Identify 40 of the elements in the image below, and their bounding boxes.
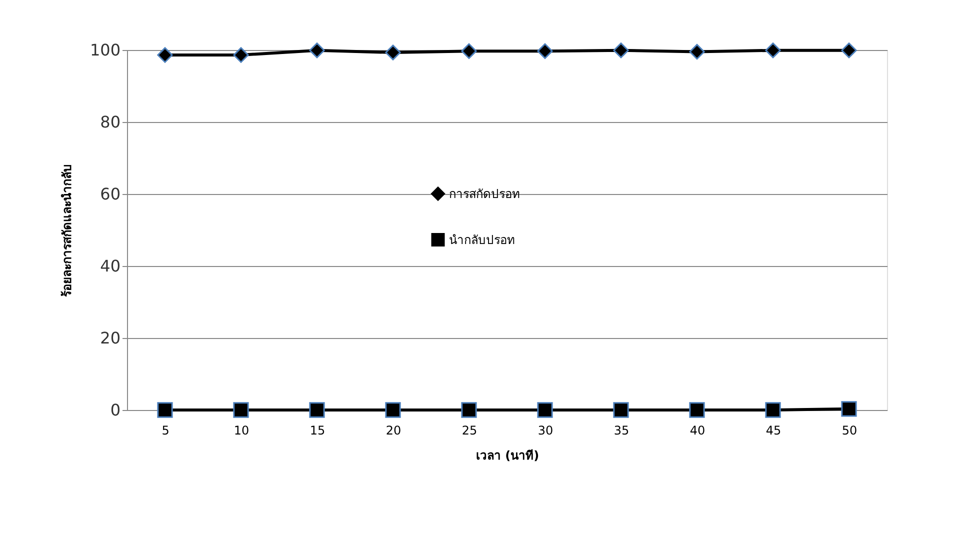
x-tick-label: 40 [690, 424, 706, 438]
x-tick-label: 15 [310, 424, 326, 438]
y-tick-label: 60 [100, 184, 120, 204]
point [233, 47, 249, 63]
point [689, 44, 705, 60]
x-tick-label: 5 [162, 424, 170, 438]
x-tick-label: 30 [538, 424, 554, 438]
point [841, 401, 857, 417]
point [157, 402, 173, 418]
x-tick-label: 50 [842, 424, 858, 438]
point [385, 44, 401, 60]
point [309, 402, 325, 418]
y-tick-label: 0 [110, 400, 120, 420]
y-tick-label: 20 [100, 328, 120, 348]
legend-label: นำกลับปรอท [449, 232, 515, 247]
point [613, 42, 629, 58]
point [689, 402, 705, 418]
y-tick-label: 80 [100, 112, 120, 132]
x-tick-label: 35 [614, 424, 630, 438]
point [537, 43, 553, 59]
point [233, 402, 249, 418]
x-axis-title: เวลา (นาที) [476, 448, 540, 462]
point [765, 42, 781, 58]
point [461, 402, 477, 418]
point [537, 402, 553, 418]
point [841, 42, 857, 58]
x-tick-label: 45 [766, 424, 782, 438]
y-tick-label: 100 [90, 40, 120, 60]
legend-label: การสกัดปรอท [449, 186, 520, 201]
point [765, 402, 781, 418]
point [613, 402, 629, 418]
x-tick-label: 10 [234, 424, 250, 438]
point [385, 402, 401, 418]
y-tick-label: 40 [100, 256, 120, 276]
x-tick-label: 20 [386, 424, 402, 438]
point [309, 42, 325, 58]
point [461, 43, 477, 59]
x-tick-label: 25 [462, 424, 478, 438]
y-axis-title: ร้อยละการสกัดและนำกลับ [60, 164, 74, 297]
point [157, 47, 173, 63]
